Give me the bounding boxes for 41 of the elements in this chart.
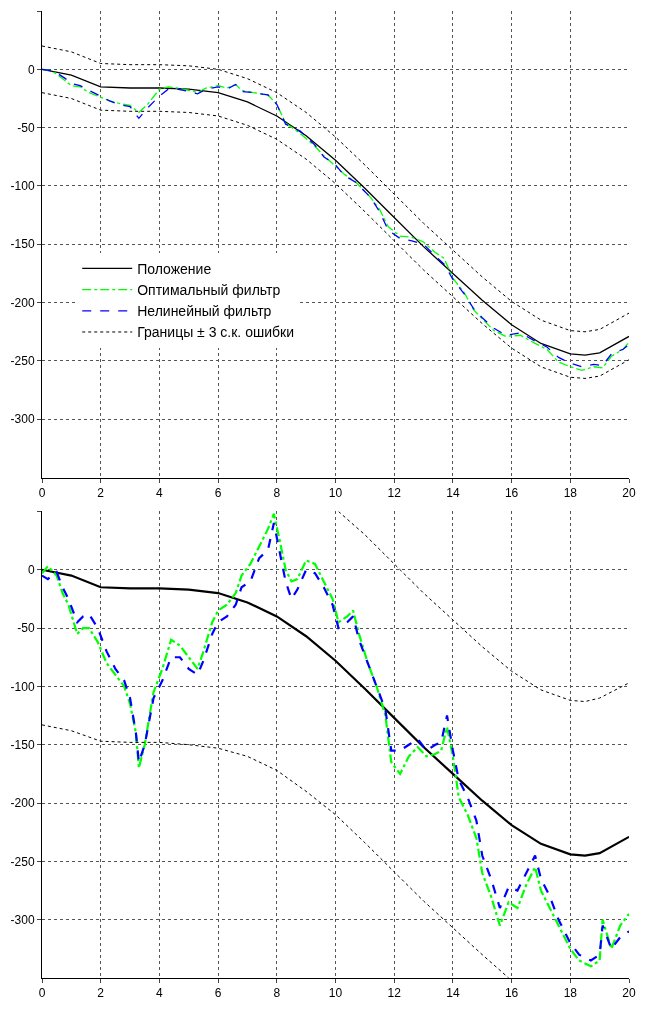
x-tick-label: 8 — [273, 986, 281, 1001]
y-tick-label: 0 — [27, 562, 35, 577]
x-tick-label: 20 — [622, 485, 636, 500]
y-tick-label: 0 — [27, 62, 35, 77]
x-tick-label: 6 — [214, 485, 222, 500]
x-tick-label: 20 — [622, 986, 636, 1001]
x-tick-label: 4 — [156, 485, 164, 500]
y-tick-label: -150 — [10, 237, 35, 252]
x-tick-label: 10 — [328, 485, 343, 500]
x-tick-label: 16 — [504, 986, 519, 1001]
y-tick-label: -250 — [10, 354, 35, 369]
x-tick-label: 14 — [446, 485, 460, 500]
x-tick-label: 6 — [214, 986, 222, 1001]
legend-label: Положение — [137, 260, 212, 277]
y-tick-label: -200 — [10, 295, 35, 310]
x-tick-label: 2 — [97, 986, 105, 1001]
x-tick-label: 0 — [38, 485, 46, 500]
y-tick-label: -300 — [10, 912, 35, 927]
y-tick-label: -200 — [10, 796, 35, 811]
x-tick-label: 4 — [156, 986, 164, 1001]
y-tick-label: -100 — [10, 179, 35, 194]
y-tick-label: -150 — [10, 737, 35, 752]
y-tick-label: -250 — [10, 854, 35, 869]
y-tick-label: -100 — [10, 679, 35, 694]
x-tick-label: 10 — [328, 986, 343, 1001]
legend-label: Нелинейный фильтр — [137, 303, 272, 320]
x-tick-label: 18 — [563, 485, 578, 500]
legend-label: Оптимальный фильтр — [137, 282, 281, 299]
x-tick-label: 16 — [504, 485, 519, 500]
x-tick-label: 2 — [97, 485, 105, 500]
x-tick-label: 12 — [387, 485, 402, 500]
y-tick-label: -50 — [17, 120, 35, 135]
x-tick-label: 18 — [563, 986, 578, 1001]
x-tick-label: 8 — [273, 485, 281, 500]
x-tick-label: 14 — [446, 986, 460, 1001]
x-tick-label: 12 — [387, 986, 402, 1001]
x-tick-label: 0 — [38, 986, 46, 1001]
y-tick-label: -300 — [10, 412, 35, 427]
line-series — [337, 511, 629, 703]
y-tick-label: -50 — [17, 621, 35, 636]
legend-label: Границы ± 3 с.к. ошибки — [137, 324, 294, 341]
